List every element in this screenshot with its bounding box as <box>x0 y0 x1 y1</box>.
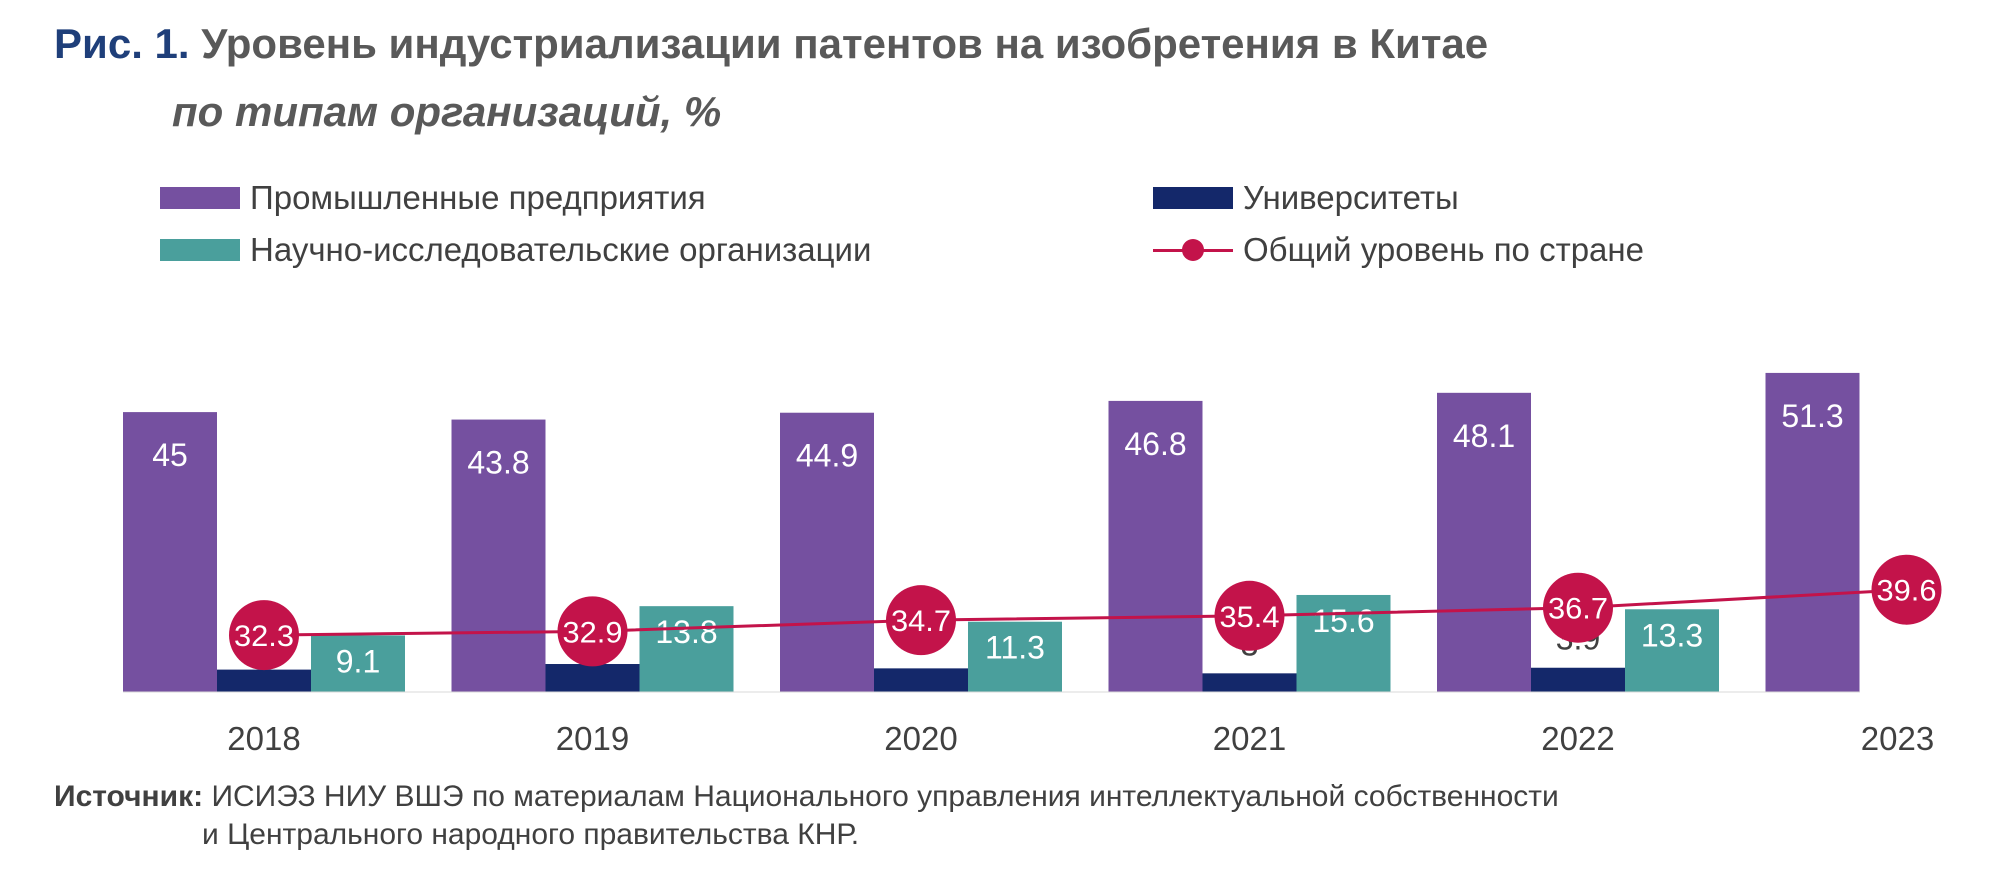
source-line-2: и Центрального народного правительства К… <box>202 818 860 851</box>
legend-swatch-national <box>1153 239 1233 261</box>
bar-industry-2020 <box>780 412 874 692</box>
point-national-2019 <box>557 596 628 667</box>
bar-industry-2022 <box>1437 392 1531 692</box>
point-national-2021 <box>1214 580 1285 651</box>
data-label-research-2021: 15.6 <box>1312 603 1374 639</box>
bar-industry-2023 <box>1765 372 1860 692</box>
source-note: Источник: ИСИЭЗ НИУ ВШЭ по материалам На… <box>54 778 1559 854</box>
bar-universities-2021 <box>1202 673 1297 692</box>
bar-universities-2019 <box>545 664 640 692</box>
legend-swatch-research <box>160 239 240 261</box>
legend-label-universities: Университеты <box>1243 179 1459 216</box>
x-tick-label-2019: 2019 <box>556 720 629 757</box>
bar-industry-2018 <box>123 412 217 692</box>
legend-label-research: Научно-исследовательские организации <box>250 231 872 268</box>
legend-label-national: Общий уровень по стране <box>1243 231 1644 268</box>
legend-item-industry: Промышленные предприятия <box>160 178 706 218</box>
x-tick-label-2021: 2021 <box>1213 720 1286 757</box>
data-label-industry-2018: 45 <box>152 437 188 473</box>
legend-label-industry: Промышленные предприятия <box>250 179 706 216</box>
data-label-national-2020: 34.7 <box>891 605 951 638</box>
point-national-2022 <box>1543 572 1613 643</box>
bar-industry-2019 <box>451 419 546 692</box>
x-tick-label-2018: 2018 <box>227 720 300 757</box>
bar-research-2022 <box>1625 609 1719 692</box>
point-national-2020 <box>886 585 956 656</box>
bar-research-2018 <box>311 635 405 692</box>
data-label-industry-2023: 51.3 <box>1781 398 1843 434</box>
figure-number: Рис. 1. <box>54 20 190 67</box>
data-label-industry-2022: 48.1 <box>1453 418 1515 454</box>
bar-universities-2020 <box>874 668 968 692</box>
data-label-national-2021: 35.4 <box>1220 601 1280 634</box>
data-label-industry-2019: 43.8 <box>467 445 529 481</box>
line-national <box>263 588 1907 637</box>
data-label-national-2019: 32.9 <box>563 616 623 649</box>
legend-item-universities: Университеты <box>1153 178 1459 218</box>
data-label-research-2018: 9.1 <box>336 643 380 679</box>
data-label-research-2020: 11.3 <box>985 630 1045 666</box>
x-tick-label-2020: 2020 <box>884 720 957 757</box>
x-tick-label-2023: 2023 <box>1861 720 1934 757</box>
chart-subtitle: по типам организаций, % <box>172 88 722 135</box>
x-tick-label-2022: 2022 <box>1541 720 1614 757</box>
data-label-industry-2021: 46.8 <box>1124 426 1186 462</box>
bar-research-2021 <box>1296 594 1391 692</box>
bar-universities-2022 <box>1531 667 1625 692</box>
legend-swatch-industry <box>160 187 240 209</box>
bar-industry-2021 <box>1108 400 1203 692</box>
data-label-research-2019: 13.8 <box>655 614 717 650</box>
data-label-national-2022: 36.7 <box>1548 593 1608 626</box>
legend-item-national: Общий уровень по стране <box>1153 230 1644 270</box>
point-national-2018 <box>229 600 299 671</box>
bar-research-2019 <box>639 606 734 692</box>
source-line-1: ИСИЭЗ НИУ ВШЭ по материалам Национальног… <box>211 780 1559 813</box>
bar-universities-2018 <box>217 669 311 692</box>
legend-swatch-universities <box>1153 187 1233 209</box>
data-label-research-2022: 13.3 <box>1641 617 1703 653</box>
bar-line-chart: 453.69.1201843.84.513.8201944.93.811.320… <box>123 372 1942 757</box>
data-label-industry-2020: 44.9 <box>796 438 858 474</box>
bar-research-2020 <box>968 621 1062 692</box>
source-label: Источник: <box>54 780 204 813</box>
chart-title: Рис. 1. Уровень индустриализации патенто… <box>54 20 1488 68</box>
figure-title: Уровень индустриализации патентов на изо… <box>201 20 1489 67</box>
data-label-national-2018: 32.3 <box>234 620 294 653</box>
point-national-2023 <box>1871 554 1942 625</box>
legend-item-research: Научно-исследовательские организации <box>160 230 871 270</box>
data-label-national-2023: 39.6 <box>1877 575 1937 608</box>
